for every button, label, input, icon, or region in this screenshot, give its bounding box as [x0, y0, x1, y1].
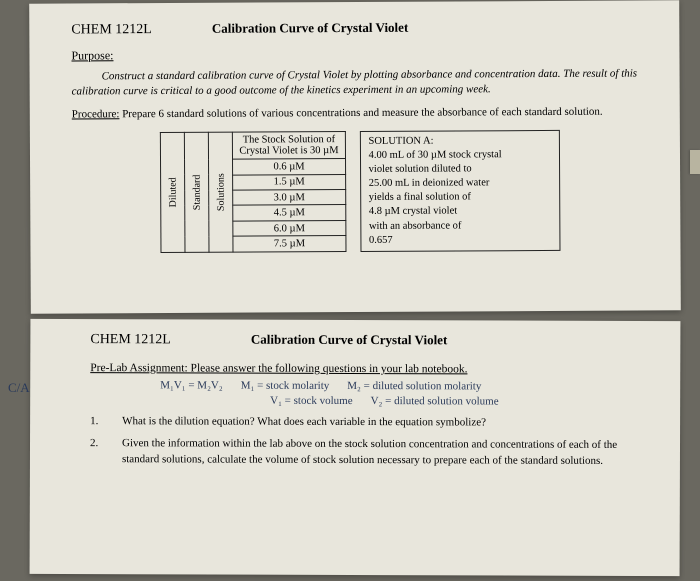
header-row-2: CHEM 1212L Calibration Curve of Crystal …: [90, 331, 646, 350]
table-row: 7.5 µM: [233, 236, 345, 252]
handwritten-notes: M₁V₁ = M₂V₂ M₁ = stock molarity M₂ = dil…: [160, 378, 646, 409]
solution-line: violet solution diluted to: [369, 162, 551, 177]
hw-m1: M₁ = stock molarity: [241, 379, 330, 394]
table-row: 6.0 µM: [233, 220, 345, 236]
table-header: The Stock Solution ofCrystal Violet is 3…: [233, 131, 345, 159]
doc-title-2: Calibration Curve of Crystal Violet: [251, 332, 447, 349]
course-code: CHEM 1212L: [71, 22, 152, 38]
q1-text: What is the dilution equation? What does…: [122, 414, 486, 431]
table-side-l3: Solutions: [209, 132, 234, 252]
table-row: 0.6 µM: [233, 159, 345, 175]
solution-line: 4.8 µM crystal violet: [369, 204, 551, 219]
q2-number: 2.: [90, 436, 104, 468]
solution-line: yields a final solution of: [369, 190, 551, 205]
solution-line: with an absorbance of: [369, 219, 551, 234]
q1-number: 1.: [90, 414, 104, 430]
header-row: CHEM 1212L Calibration Curve of Crystal …: [71, 18, 647, 38]
solution-a-box: SOLUTION A: 4.00 mL of 30 µM stock cryst…: [359, 129, 560, 251]
worksheet-top: CHEM 1212L Calibration Curve of Crystal …: [29, 0, 681, 313]
procedure-label: Procedure:: [72, 108, 120, 120]
worksheet-bottom: CHEM 1212L Calibration Curve of Crystal …: [30, 319, 681, 576]
hw-v2: V₂ = diluted solution volume: [371, 394, 499, 409]
course-code-2: CHEM 1212L: [90, 332, 171, 348]
solution-line: 0.657: [369, 233, 551, 248]
prelab-heading: Pre-Lab Assignment: Please answer the fo…: [90, 362, 646, 376]
question-1: 1. What is the dilution equation? What d…: [90, 414, 646, 432]
hw-equation: M₁V₁ = M₂V₂: [160, 378, 223, 393]
table-row: 1.5 µM: [233, 174, 345, 190]
purpose-label: Purpose:: [71, 45, 647, 63]
page-edge: [690, 150, 700, 174]
procedure-text: Procedure: Prepare 6 standard solutions …: [72, 104, 648, 122]
stock-table: Diluted Standard Solutions The Stock Sol…: [160, 131, 346, 253]
table-side-l1: Diluted: [161, 132, 186, 252]
question-2: 2. Given the information within the lab …: [90, 436, 646, 470]
hw-v1: V₁ = stock volume: [270, 394, 353, 409]
info-row: Diluted Standard Solutions The Stock Sol…: [72, 129, 649, 253]
margin-handwriting: C/A: [8, 380, 30, 396]
purpose-text: Construct a standard calibration curve o…: [72, 66, 648, 99]
hw-m2: M₂ = diluted solution molarity: [347, 379, 481, 394]
table-row: 4.5 µM: [233, 205, 345, 221]
table-row: 3.0 µM: [233, 190, 345, 206]
table-side-l2: Standard: [185, 132, 210, 252]
q2-text: Given the information within the lab abo…: [122, 436, 646, 470]
solution-title: SOLUTION A:: [368, 134, 550, 149]
solution-line: 4.00 mL of 30 µM stock crystal: [369, 148, 551, 163]
solution-line: 25.00 mL in deionized water: [369, 176, 551, 191]
procedure-body: Prepare 6 standard solutions of various …: [119, 105, 602, 120]
doc-title: Calibration Curve of Crystal Violet: [212, 20, 409, 37]
